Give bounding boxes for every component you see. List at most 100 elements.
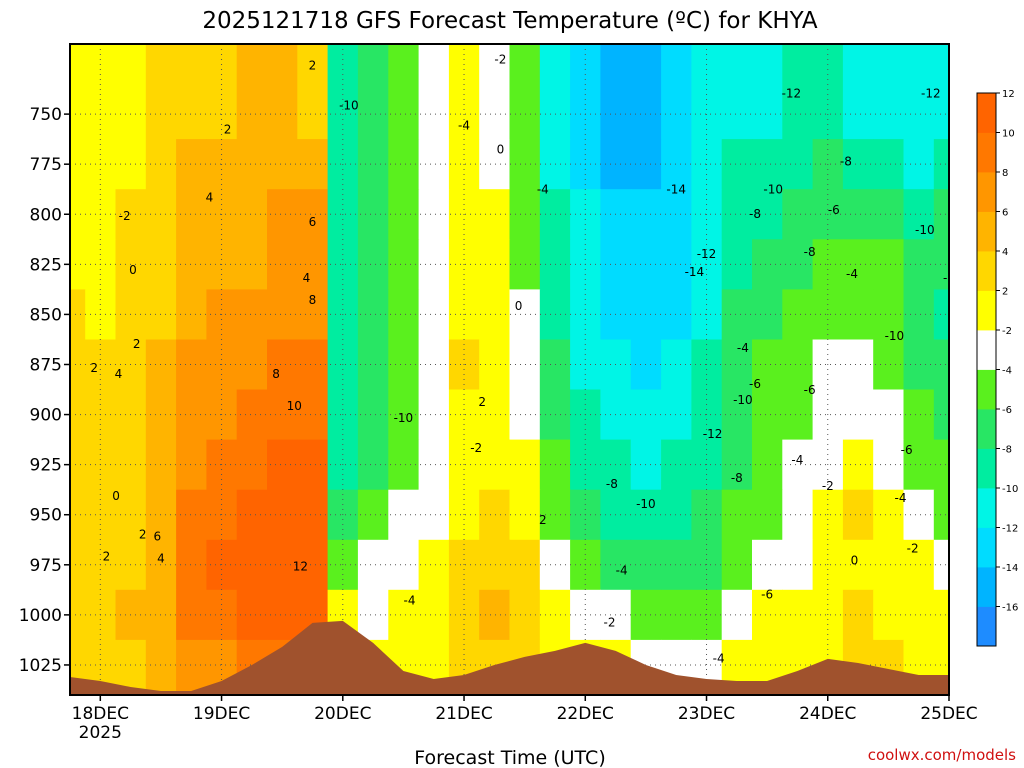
- y-tick-label: 750: [30, 105, 62, 125]
- temp-cell: [267, 289, 298, 341]
- temp-cell: [933, 389, 949, 441]
- temp-cell: [812, 44, 844, 140]
- contour-label: -10: [394, 411, 414, 425]
- temp-cell: [782, 439, 814, 491]
- temp-cell: [267, 189, 298, 240]
- temp-cell: [357, 189, 389, 240]
- temp-cell: [176, 139, 207, 190]
- temp-cell: [297, 339, 329, 391]
- temp-cell: [297, 439, 329, 491]
- temp-cell: [539, 44, 571, 140]
- contour-label: -8: [943, 271, 955, 285]
- temp-cell: [357, 439, 389, 491]
- temp-cell: [721, 389, 753, 441]
- temp-cell: [782, 589, 814, 641]
- contour-label: -10: [763, 183, 783, 197]
- temp-cell: [752, 44, 783, 140]
- temp-cell: [418, 589, 450, 641]
- temp-cell: [873, 44, 905, 140]
- temp-cell: [691, 44, 723, 140]
- temp-cell: [85, 44, 117, 140]
- contour-label: -4: [458, 119, 470, 133]
- contour-label: 2: [103, 549, 111, 563]
- credit-link[interactable]: coolwx.com/models: [868, 746, 1016, 764]
- terrain-surface: [70, 620, 949, 695]
- temp-cell: [842, 339, 874, 391]
- temp-cell: [873, 189, 905, 240]
- temp-cell: [691, 489, 723, 541]
- temp-cell: [176, 289, 207, 341]
- colorbar-label: -10: [1002, 484, 1018, 495]
- temp-cell: [297, 489, 329, 541]
- contour-label: -4: [737, 341, 749, 355]
- temp-cell: [933, 139, 949, 190]
- contour-label: 6: [153, 529, 161, 543]
- temp-cell: [418, 539, 450, 591]
- temp-cell: [236, 189, 268, 240]
- temp-cell: [115, 44, 147, 140]
- temp-cell: [933, 489, 949, 541]
- contour-label: -8: [606, 477, 618, 491]
- colorbar-swatch: [977, 567, 996, 607]
- temp-cell: [873, 539, 905, 591]
- contour-label: -8: [804, 245, 816, 259]
- contour-label: -4: [713, 651, 725, 665]
- temp-cell: [782, 339, 814, 391]
- temp-cell: [418, 189, 450, 240]
- temp-cell: [206, 589, 238, 641]
- contour-label: -6: [901, 443, 913, 457]
- colorbar-label: -4: [1002, 366, 1012, 377]
- temp-cell: [70, 539, 86, 591]
- temp-cell: [752, 139, 783, 190]
- temp-cell: [70, 489, 86, 541]
- temp-cell: [267, 589, 298, 641]
- temp-cell: [418, 289, 450, 341]
- temp-cell: [782, 44, 814, 140]
- y-tick-label: 875: [30, 355, 62, 375]
- temp-cell: [418, 389, 450, 441]
- temp-cell: [873, 289, 905, 341]
- contour-label: -6: [749, 377, 761, 391]
- temp-cell: [479, 539, 511, 591]
- contour-label: 2: [539, 513, 547, 527]
- contour-label: -12: [921, 87, 941, 101]
- temp-cell: [70, 589, 86, 641]
- temp-cell: [357, 139, 389, 190]
- contour-label: 4: [206, 191, 214, 205]
- temp-cell: [842, 439, 874, 491]
- temp-cell: [176, 239, 207, 290]
- contour-label: -12: [782, 87, 802, 101]
- contour-label: -6: [955, 231, 967, 245]
- temp-cell: [357, 489, 389, 541]
- temp-cell: [752, 339, 783, 391]
- plot-frame: [69, 43, 950, 696]
- temp-cell: [327, 539, 359, 591]
- contour-label: -10: [733, 393, 753, 407]
- contour-label: -4: [616, 563, 628, 577]
- temp-cell: [479, 289, 511, 341]
- x-tick-sublabel: 2025: [79, 723, 122, 743]
- temp-cell: [752, 239, 783, 290]
- y-tick-label: 975: [30, 556, 62, 576]
- colorbar-swatch: [977, 172, 996, 212]
- temp-cell: [479, 589, 511, 641]
- contour-label: 8: [309, 293, 317, 307]
- temp-cell: [903, 339, 935, 391]
- temp-cell: [933, 589, 949, 641]
- temp-cell: [357, 239, 389, 290]
- temp-cell: [661, 44, 692, 140]
- contour-label: 2: [139, 527, 147, 541]
- temp-cell: [933, 339, 949, 391]
- x-tick-label: 18DEC: [72, 704, 129, 724]
- temp-cell: [903, 289, 935, 341]
- colorbar-swatch: [977, 606, 996, 647]
- contour-label: -4: [895, 491, 907, 505]
- temp-cell: [267, 139, 298, 190]
- temp-cell: [600, 44, 632, 140]
- contour-label: -4: [846, 267, 858, 281]
- temp-cell: [327, 489, 359, 541]
- temp-cell: [721, 489, 753, 541]
- temp-cell: [388, 489, 420, 541]
- temp-cell: [661, 539, 692, 591]
